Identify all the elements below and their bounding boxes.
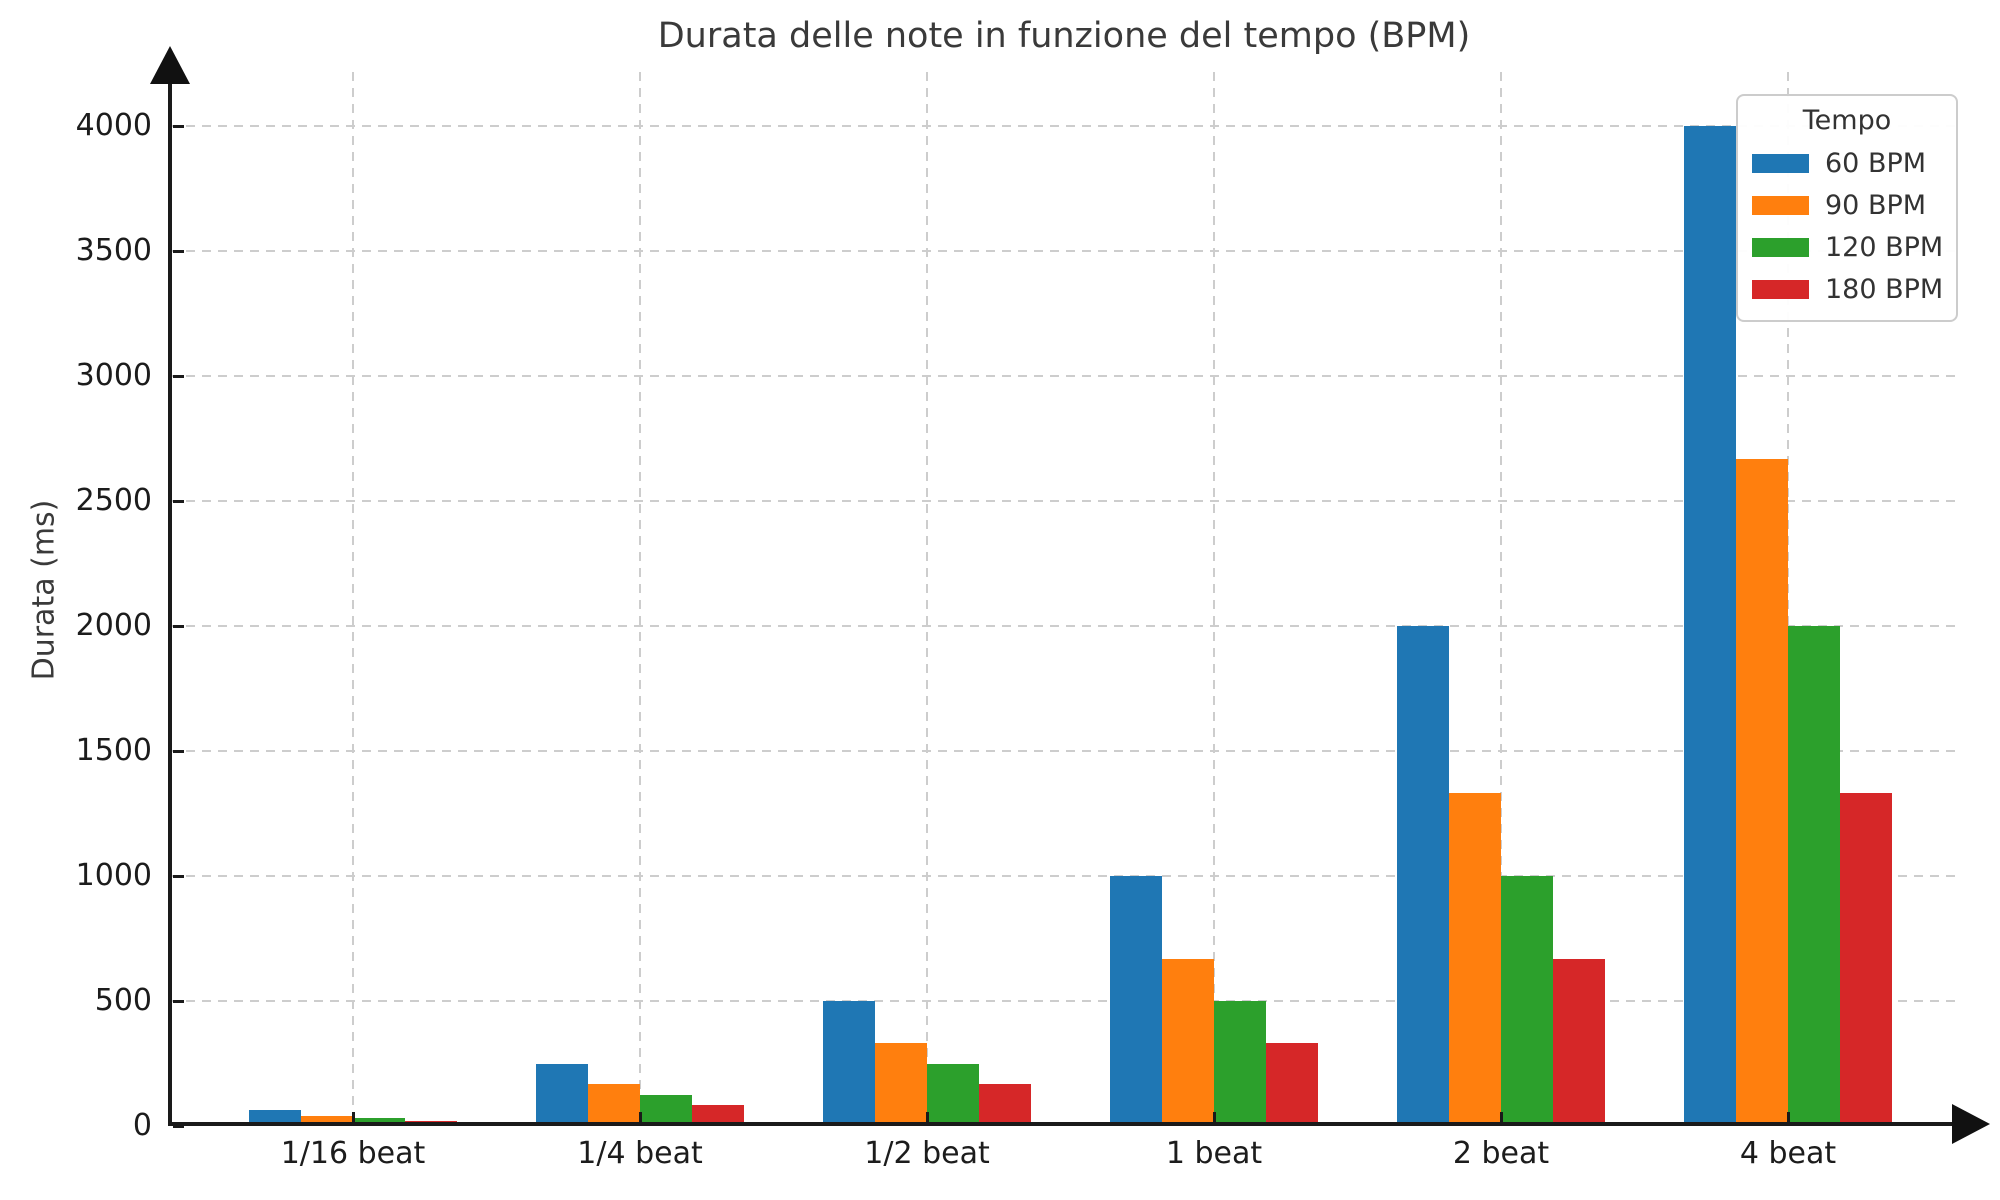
legend-title: Tempo bbox=[1802, 105, 1892, 136]
h-gridline bbox=[170, 750, 1958, 752]
y-tick bbox=[173, 1125, 184, 1128]
bar bbox=[875, 1042, 927, 1126]
bar bbox=[1110, 876, 1162, 1126]
v-gridline bbox=[352, 72, 354, 1122]
legend-swatch bbox=[1752, 280, 1809, 299]
bar bbox=[1214, 1001, 1266, 1126]
legend-label: 60 BPM bbox=[1825, 148, 1927, 179]
y-tick-label: 2500 bbox=[75, 483, 152, 518]
y-tick bbox=[173, 250, 184, 253]
chart-title: Durata delle note in funzione del tempo … bbox=[657, 16, 1471, 56]
x-tick-label: 1/16 beat bbox=[280, 1136, 426, 1171]
x-tick bbox=[352, 1112, 355, 1122]
bar bbox=[1162, 959, 1214, 1126]
x-tick bbox=[1787, 1112, 1790, 1122]
y-axis-spine bbox=[168, 78, 172, 1126]
legend-label: 180 BPM bbox=[1825, 274, 1944, 305]
v-gridline bbox=[1213, 72, 1215, 1122]
legend-rows: 60 BPM 90 BPM 120 BPM 180 BPM bbox=[1752, 147, 1944, 306]
y-tick bbox=[173, 1000, 184, 1003]
y-tick bbox=[173, 750, 184, 753]
h-gridline bbox=[170, 875, 1958, 877]
x-axis-spine bbox=[168, 1122, 1958, 1126]
legend-swatch bbox=[1752, 238, 1809, 257]
x-tick-label: 1/2 beat bbox=[864, 1136, 990, 1171]
h-gridline bbox=[170, 375, 1958, 377]
x-tick bbox=[926, 1112, 929, 1122]
x-tick bbox=[639, 1112, 642, 1122]
y-tick bbox=[173, 500, 184, 503]
h-gridline bbox=[170, 1000, 1958, 1002]
bar bbox=[1449, 792, 1501, 1126]
legend-row: 90 BPM bbox=[1752, 189, 1942, 222]
y-tick-label: 1000 bbox=[75, 858, 152, 893]
bar bbox=[536, 1063, 588, 1126]
v-gridline bbox=[1500, 72, 1502, 1122]
y-tick-label: 3500 bbox=[75, 233, 152, 268]
v-gridline bbox=[1787, 72, 1789, 1122]
bar bbox=[1736, 459, 1788, 1126]
x-tick bbox=[1213, 1112, 1216, 1122]
v-gridline bbox=[639, 72, 641, 1122]
bar bbox=[979, 1084, 1031, 1126]
bar bbox=[692, 1105, 744, 1126]
bar bbox=[1397, 626, 1449, 1126]
legend: Tempo 60 BPM 90 BPM 120 BPM 180 BPM bbox=[1736, 94, 1958, 322]
bar bbox=[823, 1001, 875, 1126]
legend-row: 60 BPM bbox=[1752, 147, 1942, 180]
y-tick-label: 3000 bbox=[75, 358, 152, 393]
y-axis-arrowhead-icon bbox=[150, 46, 190, 84]
x-tick bbox=[1500, 1112, 1503, 1122]
bar bbox=[1553, 959, 1605, 1126]
h-gridline bbox=[170, 125, 1958, 127]
h-gridline bbox=[170, 250, 1958, 252]
bar bbox=[1840, 792, 1892, 1126]
bar bbox=[1684, 126, 1736, 1126]
x-tick-label: 2 beat bbox=[1452, 1136, 1550, 1171]
y-tick-label: 4000 bbox=[75, 108, 152, 143]
y-tick bbox=[173, 375, 184, 378]
y-tick-label: 2000 bbox=[75, 608, 152, 643]
x-tick-label: 1 beat bbox=[1165, 1136, 1263, 1171]
x-tick-label: 1/4 beat bbox=[577, 1136, 703, 1171]
h-gridline bbox=[170, 500, 1958, 502]
bar bbox=[588, 1084, 640, 1126]
x-axis-arrowhead-icon bbox=[1952, 1104, 1990, 1144]
y-axis-label: Durata (ms) bbox=[26, 499, 62, 681]
h-gridline bbox=[170, 625, 1958, 627]
bar bbox=[1501, 876, 1553, 1126]
y-tick bbox=[173, 125, 184, 128]
legend-row: 180 BPM bbox=[1752, 273, 1944, 306]
bar bbox=[1788, 626, 1840, 1126]
bar bbox=[640, 1094, 692, 1126]
legend-row: 120 BPM bbox=[1752, 231, 1944, 264]
x-tick-label: 4 beat bbox=[1739, 1136, 1837, 1171]
v-gridline bbox=[926, 72, 928, 1122]
y-tick-label: 500 bbox=[94, 983, 152, 1018]
bar bbox=[927, 1063, 979, 1126]
bar bbox=[1266, 1042, 1318, 1126]
y-tick bbox=[173, 875, 184, 878]
y-tick bbox=[173, 625, 184, 628]
y-tick-label: 0 bbox=[132, 1108, 152, 1143]
legend-swatch bbox=[1752, 196, 1809, 215]
legend-label: 120 BPM bbox=[1825, 232, 1944, 263]
y-tick-label: 1500 bbox=[75, 733, 152, 768]
bar bbox=[301, 1115, 353, 1126]
legend-label: 90 BPM bbox=[1825, 190, 1927, 221]
legend-swatch bbox=[1752, 154, 1809, 173]
